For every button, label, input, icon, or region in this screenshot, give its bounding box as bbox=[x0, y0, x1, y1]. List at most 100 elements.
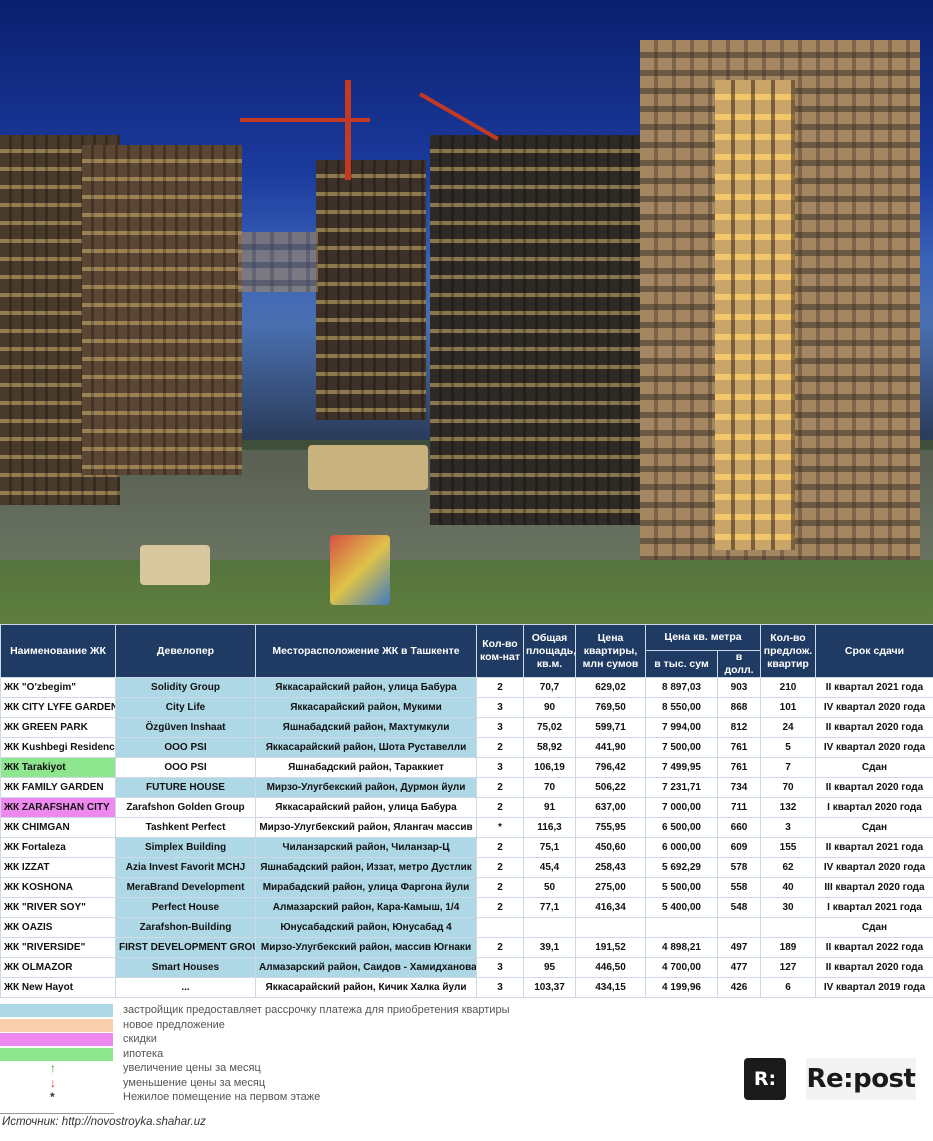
cell-location: Яккасарайский район, улица Бабура bbox=[255, 677, 477, 698]
cell-rooms: 3 bbox=[476, 957, 524, 978]
source-note: Источник: http://novostroyka.shahar.uz bbox=[2, 1116, 206, 1128]
table-row: ЖК CITY LYFE GARDEN City Life Яккасарайски… bbox=[0, 697, 933, 718]
legend-item: скидки bbox=[0, 1032, 560, 1047]
cell-location: Чиланзарский район, Чиланзар-Ц bbox=[255, 837, 477, 858]
cell-developer: FIRST DEVELOPMENT GROUP bbox=[115, 937, 256, 958]
cell-sqm-usd: 734 bbox=[717, 777, 761, 798]
table-row: ЖК ZARAFSHAN CITY Zarafshon Golden Group Я… bbox=[0, 797, 933, 818]
table-row: ЖК OAZIS Zarafshon-Building Юнусабадский р… bbox=[0, 917, 933, 938]
table-row: ЖК Fortaleza Simplex Building Чиланзарский… bbox=[0, 837, 933, 858]
cell-area: 70,7 bbox=[523, 677, 576, 698]
cell-developer: Perfect House bbox=[115, 897, 256, 918]
cell-deadline: IV квартал 2020 года bbox=[815, 737, 933, 758]
cell-sqm-usd: 711 bbox=[717, 797, 761, 818]
cell-deadline: IV квартал 2019 года bbox=[815, 977, 933, 998]
cell-sqm-sum: 4 700,00 bbox=[645, 957, 718, 978]
hero-building-center bbox=[430, 135, 650, 525]
cell-area: 103,37 bbox=[523, 977, 576, 998]
cell-rooms: 3 bbox=[476, 697, 524, 718]
hero-crane-mast bbox=[345, 80, 351, 180]
cell-rooms: 3 bbox=[476, 757, 524, 778]
cell-price: 506,22 bbox=[575, 777, 646, 798]
legend-label: застройщик предоставляет рассрочку плате… bbox=[123, 1004, 510, 1016]
cell-sqm-usd: 903 bbox=[717, 677, 761, 698]
cell-rooms: 2 bbox=[476, 777, 524, 798]
cell-location: Мирзо-Улугбекский район, массив Югнаки bbox=[255, 937, 477, 958]
cell-sqm-sum: 5 500,00 bbox=[645, 877, 718, 898]
cell-sqm-sum: 4 199,96 bbox=[645, 977, 718, 998]
cell-sqm-sum: 6 000,00 bbox=[645, 837, 718, 858]
cell-location: Юнусабадский район, Юнусабад 4 bbox=[255, 917, 477, 938]
cell-offers: 40 bbox=[760, 877, 816, 898]
table-row: ЖК Kushbegi Residence OOO PSI Яккасарайски… bbox=[0, 737, 933, 758]
cell-deadline: Сдан bbox=[815, 817, 933, 838]
cell-offers: 189 bbox=[760, 937, 816, 958]
cell-area: 91 bbox=[523, 797, 576, 818]
header-deadline: Срок сдачи bbox=[815, 624, 933, 678]
cell-location: Яшнабадский район, Тараккиет bbox=[255, 757, 477, 778]
cell-location: Мирзо-Улугбекский район, Ялангач массив bbox=[255, 817, 477, 838]
cell-location: Яккасарайский район, Мукими bbox=[255, 697, 477, 718]
cell-developer: Zarafshon-Building bbox=[115, 917, 256, 938]
table-row: ЖК GREEN PARK Özgüven Inshaat Яшнабадский … bbox=[0, 717, 933, 738]
table-row: ЖК New Hayot... Яккасарайский район, Кичи… bbox=[0, 977, 933, 998]
legend-item: застройщик предоставляет рассрочку плате… bbox=[0, 1003, 560, 1018]
cell-location: Мирабадский район, улица Фаргона йули bbox=[255, 877, 477, 898]
cell-sqm-sum: 7 994,00 bbox=[645, 717, 718, 738]
cell-sqm-sum: 5 400,00 bbox=[645, 897, 718, 918]
cell-offers: 127 bbox=[760, 957, 816, 978]
legend-label: Нежилое помещение на первом этаже bbox=[123, 1091, 321, 1103]
table-row: ЖК OLMAZOR Smart Houses Алмазарский район,… bbox=[0, 957, 933, 978]
cell-deadline: III квартал 2020 года bbox=[815, 877, 933, 898]
legend-label: увеличение цены за месяц bbox=[123, 1062, 261, 1074]
header-location: Месторасположение ЖК в Ташкенте bbox=[255, 624, 477, 678]
cell-sqm-usd: 558 bbox=[717, 877, 761, 898]
cell-sqm-sum bbox=[645, 917, 718, 938]
cell-area bbox=[523, 917, 576, 938]
cell-area: 45,4 bbox=[523, 857, 576, 878]
cell-name: ЖК Kushbegi Residence bbox=[0, 737, 116, 758]
cell-sqm-usd: 497 bbox=[717, 937, 761, 958]
legend-label: новое предложение bbox=[123, 1018, 225, 1031]
cell-offers: 62 bbox=[760, 857, 816, 878]
legend-swatch bbox=[0, 1004, 113, 1017]
cell-developer: MeraBrand Development bbox=[115, 877, 256, 898]
cell-deadline: IV квартал 2020 года bbox=[815, 697, 933, 718]
hero-pavilion bbox=[140, 545, 210, 585]
cell-name: ЖК "O'zbegim" bbox=[0, 677, 116, 698]
cell-sqm-usd: 548 bbox=[717, 897, 761, 918]
cell-sqm-usd: 812 bbox=[717, 717, 761, 738]
legend-item: новое предложение bbox=[0, 1018, 560, 1033]
cell-name: ЖК "RIVER SOY" bbox=[0, 897, 116, 918]
cell-sqm-usd: 660 bbox=[717, 817, 761, 838]
header-rooms: Кол-во ком-нат bbox=[476, 624, 524, 678]
cell-offers: 24 bbox=[760, 717, 816, 738]
cell-sqm-sum: 8 897,03 bbox=[645, 677, 718, 698]
cell-name: ЖК FAMILY GARDEN bbox=[0, 777, 116, 798]
cell-price: 769,50 bbox=[575, 697, 646, 718]
cell-name: ЖК ZARAFSHAN CITY bbox=[0, 797, 116, 818]
table-row: ЖК "RIVER SOY" Perfect House Алмазарский р… bbox=[0, 897, 933, 918]
cell-rooms: 3 bbox=[476, 717, 524, 738]
cell-offers: 7 bbox=[760, 757, 816, 778]
source-divider bbox=[0, 1113, 114, 1114]
cell-sqm-usd bbox=[717, 917, 761, 938]
cell-area: 39,1 bbox=[523, 937, 576, 958]
cell-price: 796,42 bbox=[575, 757, 646, 778]
cell-sqm-usd: 868 bbox=[717, 697, 761, 718]
cell-sqm-usd: 426 bbox=[717, 977, 761, 998]
cell-rooms: 2 bbox=[476, 797, 524, 818]
cell-deadline: II квартал 2020 года bbox=[815, 717, 933, 738]
cell-deadline: Сдан bbox=[815, 917, 933, 938]
cell-location: Яшнабадский район, Махтумкули bbox=[255, 717, 477, 738]
cell-price: 629,02 bbox=[575, 677, 646, 698]
cell-developer: FUTURE HOUSE bbox=[115, 777, 256, 798]
hero-crane-jib bbox=[240, 118, 370, 122]
cell-name: ЖК Tarakiyot bbox=[0, 757, 116, 778]
cell-area: 50 bbox=[523, 877, 576, 898]
cell-area: 95 bbox=[523, 957, 576, 978]
cell-location: Яккасарайский район, Кичик Халка йули bbox=[255, 977, 477, 998]
table-row: ЖК "RIVERSIDE" FIRST DEVELOPMENT GROUP Мир… bbox=[0, 937, 933, 958]
table-row: ЖК "O'zbegim" Solidity Group Яккасарайский… bbox=[0, 677, 933, 698]
cell-deadline: I квартал 2021 года bbox=[815, 897, 933, 918]
